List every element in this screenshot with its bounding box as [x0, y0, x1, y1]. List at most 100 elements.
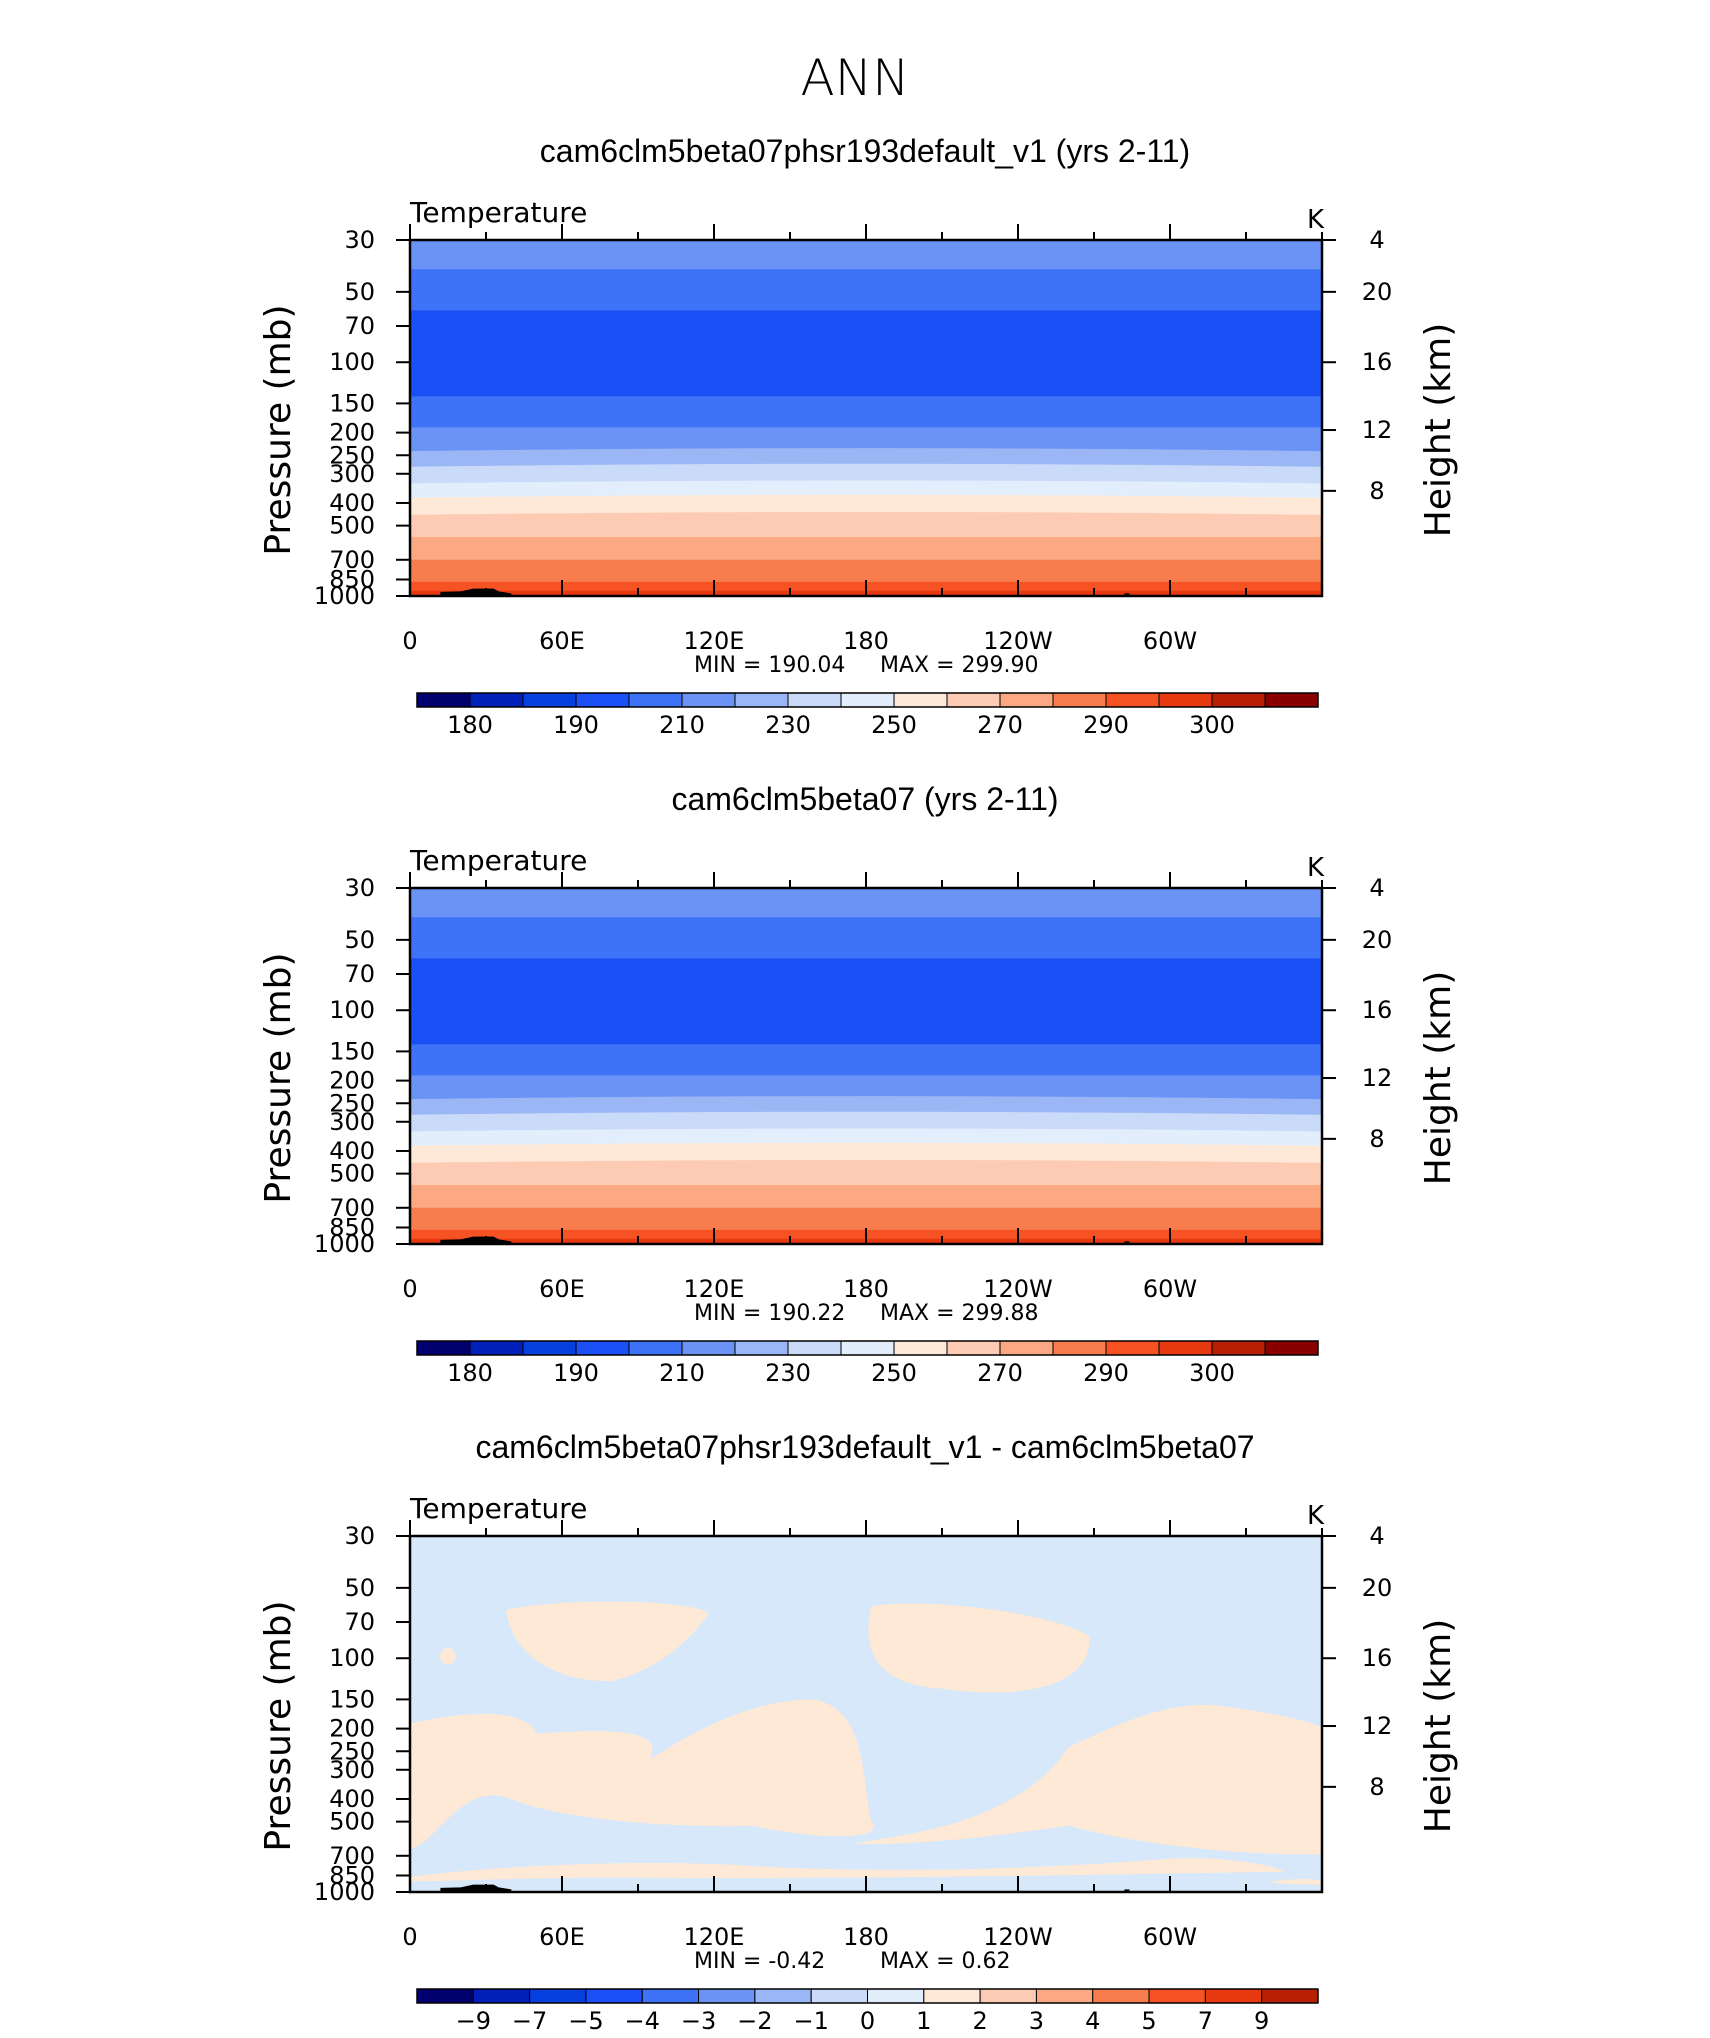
colorbar-swatch	[1264, 692, 1319, 708]
units-label: K	[1307, 205, 1325, 235]
y2-tick-label: 16	[1362, 1644, 1393, 1672]
plot-area	[410, 1536, 1322, 1892]
x-tick-label: 0	[402, 1923, 417, 1951]
y2-axis-label: Height (km)	[1418, 323, 1459, 537]
colorbar-label: 4	[1085, 2007, 1100, 2035]
panel-title: cam6clm5beta07phsr193default_v1 (yrs 2-1…	[540, 133, 1190, 169]
colorbar-swatch	[522, 1340, 577, 1356]
plot-area	[410, 240, 1322, 596]
y-tick-label: 400	[329, 1785, 375, 1813]
colorbar-swatch	[1158, 1340, 1213, 1356]
x-tick-label: 120W	[983, 1275, 1053, 1303]
colorbar-swatch	[1158, 692, 1213, 708]
y-tick-label: 1000	[314, 1230, 375, 1258]
x-tick-label: 60E	[539, 627, 585, 655]
y-tick-label: 300	[329, 1108, 375, 1136]
x-tick-label: 120W	[983, 627, 1053, 655]
colorbar-label: 7	[1198, 2007, 1213, 2035]
colorbar-label: 180	[447, 711, 493, 739]
colorbar-swatch	[1092, 1988, 1150, 2004]
positive-anomaly-region	[440, 1648, 456, 1665]
colorbar-swatch	[946, 1340, 1001, 1356]
colorbar-swatch	[1261, 1988, 1319, 2004]
colorbar-swatch	[681, 692, 736, 708]
y-tick-label: 250	[329, 1089, 375, 1117]
positive-anomaly-region	[506, 1601, 709, 1682]
colorbar-label: 250	[871, 1359, 917, 1387]
y-tick-label: 50	[344, 1574, 375, 1602]
colorbar-swatch	[787, 1340, 842, 1356]
colorbar-swatch	[575, 692, 630, 708]
y2-tick-label: 12	[1362, 416, 1393, 444]
y-tick-label: 300	[329, 1756, 375, 1784]
colorbar-swatch	[472, 1988, 531, 2004]
y-axis-label: Pressure (mb)	[258, 952, 299, 1203]
y2-tick-label: 8	[1369, 477, 1384, 505]
y-tick-label: 150	[329, 389, 375, 417]
y-tick-label: 200	[329, 1715, 375, 1743]
positive-anomaly-region	[410, 1858, 1284, 1882]
x-tick-label: 60E	[539, 1923, 585, 1951]
y2-tick-label: 4	[1369, 1522, 1384, 1550]
colorbar-label: −9	[456, 2007, 491, 2035]
y-tick-label: 1000	[314, 1878, 375, 1906]
colorbar-swatch	[979, 1988, 1037, 2004]
panel-1: cam6clm5beta07phsr193default_v1 (yrs 2-1…	[258, 133, 1459, 739]
y2-tick-label: 12	[1362, 1064, 1393, 1092]
x-tick-label: 120W	[983, 1923, 1053, 1951]
colorbar-swatch	[999, 692, 1054, 708]
variable-label: Temperature	[409, 196, 587, 229]
y-tick-label: 30	[344, 1522, 375, 1550]
y2-tick-label: 20	[1362, 926, 1393, 954]
colorbar-swatch	[1264, 1340, 1319, 1356]
y-tick-label: 500	[329, 512, 375, 540]
colorbar-swatch	[628, 1340, 683, 1356]
colorbar-label: −2	[737, 2007, 772, 2035]
y-tick-label: 700	[329, 1842, 375, 1870]
x-tick-label: 120E	[684, 1275, 745, 1303]
colorbar-label: 190	[553, 711, 599, 739]
y-tick-label: 100	[329, 1644, 375, 1672]
colorbar-label: 190	[553, 1359, 599, 1387]
y2-axis-label: Height (km)	[1418, 1619, 1459, 1833]
colorbar-swatch	[893, 692, 948, 708]
y-tick-label: 200	[329, 1067, 375, 1095]
colorbar-swatch	[522, 692, 577, 708]
min-stat: MIN = 190.04	[694, 653, 845, 678]
y2-tick-label: 12	[1362, 1712, 1393, 1740]
y-tick-label: 850	[329, 1214, 375, 1242]
y-tick-label: 700	[329, 1194, 375, 1222]
y-tick-label: 300	[329, 460, 375, 488]
colorbar-swatch	[1211, 1340, 1266, 1356]
colorbar-label: 0	[860, 2007, 875, 2035]
topography	[1124, 1889, 1130, 1892]
colorbar-swatch	[1052, 692, 1107, 708]
colorbar-label: 290	[1083, 1359, 1129, 1387]
max-stat: MAX = 0.62	[880, 1949, 1011, 1974]
colorbar-frame	[416, 1988, 1319, 2004]
colorbar-swatch	[416, 1340, 471, 1356]
max-stat: MAX = 299.90	[880, 653, 1039, 678]
colorbar-swatch	[1148, 1988, 1206, 2004]
y2-tick-label: 4	[1369, 226, 1384, 254]
y-tick-label: 50	[344, 926, 375, 954]
y-tick-label: 1000	[314, 582, 375, 610]
y-tick-label: 850	[329, 1862, 375, 1890]
units-label: K	[1307, 853, 1325, 883]
colorbar-swatch	[893, 1340, 948, 1356]
x-tick-label: 60W	[1143, 1275, 1197, 1303]
x-tick-label: 180	[843, 1275, 889, 1303]
colorbar-label: 230	[765, 711, 811, 739]
y-axis-label: Pressure (mb)	[258, 304, 299, 555]
colorbar-swatch	[698, 1988, 756, 2004]
colorbar-label: 270	[977, 711, 1023, 739]
colorbar-label: 230	[765, 1359, 811, 1387]
colorbar-swatch	[1105, 1340, 1160, 1356]
plot-area	[410, 888, 1322, 1244]
colorbar-label: 210	[659, 711, 705, 739]
colorbar-swatch	[469, 1340, 524, 1356]
y-tick-label: 250	[329, 1737, 375, 1765]
colorbar-swatch	[469, 692, 524, 708]
x-tick-label: 60W	[1143, 1923, 1197, 1951]
y2-tick-label: 8	[1369, 1125, 1384, 1153]
